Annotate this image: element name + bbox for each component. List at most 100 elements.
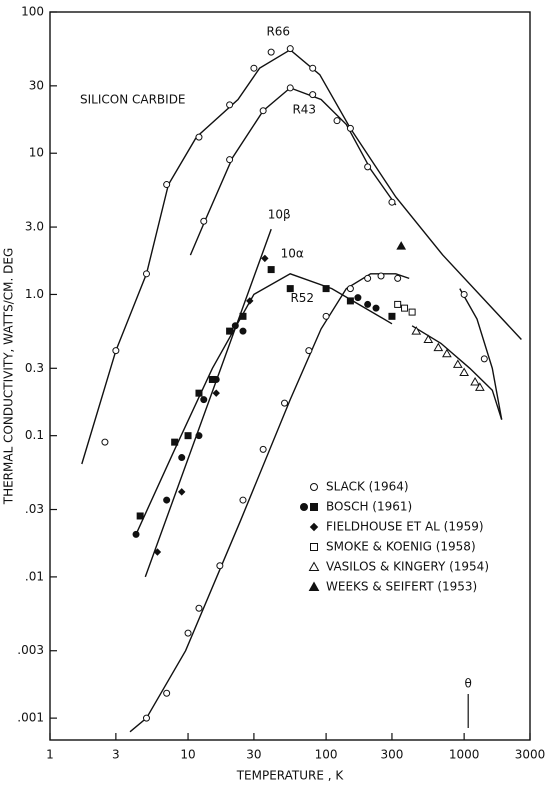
marker xyxy=(394,300,402,308)
marker xyxy=(281,399,289,407)
legend-label: WEEKS & SEIFERT (1953) xyxy=(326,580,477,594)
marker xyxy=(480,355,488,363)
marker xyxy=(401,304,409,312)
marker xyxy=(377,272,385,280)
marker xyxy=(459,367,469,377)
marker xyxy=(163,496,171,504)
marker xyxy=(452,359,463,368)
plot-frame xyxy=(49,11,531,741)
marker xyxy=(286,285,294,293)
y-tick-label: 0.1 xyxy=(25,428,44,442)
marker xyxy=(101,438,109,446)
marker xyxy=(259,445,267,453)
marker xyxy=(354,294,362,302)
legend-marker xyxy=(308,581,320,591)
marker xyxy=(267,266,275,274)
marker xyxy=(239,327,247,335)
curve-label: R43 xyxy=(292,102,316,116)
marker xyxy=(309,64,317,72)
marker xyxy=(259,107,267,115)
marker xyxy=(246,297,254,305)
marker xyxy=(364,300,372,308)
marker xyxy=(178,488,186,496)
marker xyxy=(200,396,208,404)
x-axis-label: TEMPERATURE , K xyxy=(236,769,345,783)
curve xyxy=(135,273,393,535)
curve-label: 10α xyxy=(281,246,304,260)
marker xyxy=(178,454,186,462)
y-tick-label: .003 xyxy=(17,643,44,657)
marker xyxy=(163,181,171,189)
x-tick-label: 1000 xyxy=(449,748,480,762)
marker xyxy=(132,530,140,538)
marker xyxy=(267,48,275,56)
legend-marker xyxy=(310,503,318,511)
marker xyxy=(261,254,269,263)
marker xyxy=(239,312,247,320)
marker xyxy=(142,714,150,722)
marker xyxy=(433,342,444,352)
legend-marker xyxy=(300,503,308,511)
x-tick-label: 3 xyxy=(112,748,120,762)
x-tick-label: 30 xyxy=(246,748,261,762)
marker xyxy=(142,270,150,278)
marker xyxy=(364,163,372,171)
marker xyxy=(286,45,294,53)
marker xyxy=(309,91,317,99)
y-tick-label: 30 xyxy=(29,78,44,92)
marker xyxy=(396,241,407,250)
marker xyxy=(475,382,485,391)
marker xyxy=(212,389,220,397)
curve xyxy=(459,288,503,420)
marker xyxy=(153,548,162,556)
y-tick-label: .01 xyxy=(25,569,44,583)
marker xyxy=(423,334,434,343)
y-tick-label: .03 xyxy=(25,502,44,516)
marker xyxy=(171,438,179,446)
marker xyxy=(226,101,234,109)
curve-label: R66 xyxy=(266,24,290,38)
y-tick-label: 3.0 xyxy=(25,220,44,234)
marker xyxy=(286,84,294,92)
legend-marker xyxy=(309,522,319,532)
marker xyxy=(408,308,416,316)
marker xyxy=(195,389,203,397)
marker xyxy=(305,347,313,355)
debye-label: θ xyxy=(465,677,472,691)
marker xyxy=(200,217,208,225)
x-tick-label: 3000 xyxy=(515,748,546,762)
marker xyxy=(364,274,372,282)
marker xyxy=(163,689,171,697)
marker xyxy=(470,376,480,386)
marker xyxy=(346,285,354,293)
marker xyxy=(322,312,330,320)
marker xyxy=(216,562,224,570)
marker xyxy=(226,156,234,164)
y-tick-label: 10 xyxy=(29,146,44,160)
marker xyxy=(460,290,468,298)
x-tick-label: 1 xyxy=(46,748,54,762)
marker xyxy=(388,198,396,206)
marker xyxy=(388,312,396,320)
legend-label: SLACK (1964) xyxy=(326,480,409,494)
marker xyxy=(372,304,380,312)
marker xyxy=(184,432,192,440)
legend-label: FIELDHOUSE ET AL (1959) xyxy=(326,520,484,534)
legend-label: VASILOS & KINGERY (1954) xyxy=(326,560,489,574)
annotation: SILICON CARBIDE xyxy=(80,93,186,107)
marker xyxy=(195,432,203,440)
marker xyxy=(250,64,258,72)
marker xyxy=(333,117,341,125)
curve xyxy=(144,228,272,578)
marker xyxy=(184,629,192,637)
marker xyxy=(239,496,247,504)
x-tick-label: 300 xyxy=(381,748,404,762)
curve-label: 10β xyxy=(268,208,291,222)
y-tick-label: 0.3 xyxy=(25,361,44,375)
y-tick-label: 100 xyxy=(21,5,44,19)
legend-label: BOSCH (1961) xyxy=(326,500,412,514)
curve xyxy=(411,325,503,420)
